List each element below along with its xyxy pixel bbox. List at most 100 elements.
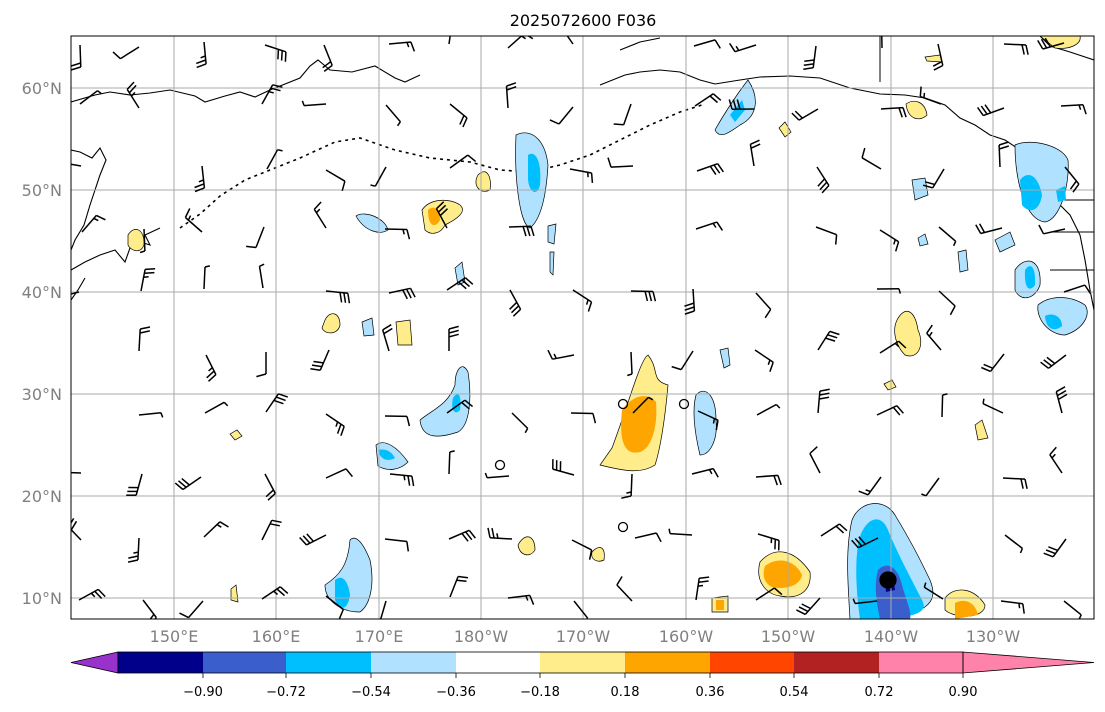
wind-barb-icon xyxy=(858,476,882,496)
wind-barb-icon xyxy=(926,324,942,351)
wind-barb-icon xyxy=(570,412,597,424)
wind-barb-icon xyxy=(1063,284,1092,294)
wind-barb-icon xyxy=(881,36,883,49)
wind-barb-icon xyxy=(301,100,327,107)
wind-barb-icon xyxy=(852,598,878,605)
colorbar-tick-label: −0.72 xyxy=(266,685,306,700)
wind-barb-icon xyxy=(126,473,143,496)
wind-barb-icon xyxy=(755,292,772,319)
wind-barb-icon xyxy=(139,228,146,254)
wind-barb-icon xyxy=(817,388,830,414)
calm-wind-markers xyxy=(494,398,897,589)
lat-label-30n: 30°N xyxy=(22,385,62,404)
wind-barb-icon xyxy=(691,467,719,478)
colorbar-tick-label: −0.90 xyxy=(183,685,223,700)
wind-barb-icon xyxy=(446,399,474,414)
wind-barb-icon xyxy=(876,288,902,294)
wind-barb-icon xyxy=(816,166,830,194)
wind-barb-icon xyxy=(547,349,575,360)
wind-barb-icon xyxy=(1004,534,1024,554)
wind-barb-icon xyxy=(511,412,529,434)
wind-barb-icon xyxy=(1000,600,1025,614)
wind-barb-icon xyxy=(140,267,156,292)
wind-barb-icon xyxy=(919,86,942,105)
lon-label-170e: 170°E xyxy=(355,627,404,646)
wind-barb-icon xyxy=(203,521,229,538)
lon-label-170w: 170°W xyxy=(556,627,611,646)
wind-barb-icon xyxy=(388,41,416,52)
wind-barb-icon xyxy=(634,532,662,543)
wind-barb-icon xyxy=(621,473,633,499)
wind-barb-icon xyxy=(1060,103,1087,115)
wind-barb-icon xyxy=(127,537,140,563)
wind-barb-icon xyxy=(389,473,415,487)
lat-label-10n: 10°N xyxy=(22,589,62,608)
wind-barb-icon xyxy=(922,168,945,189)
wind-barb-icon xyxy=(861,147,882,170)
wind-barb-icon xyxy=(325,413,345,437)
wind-barb-icon xyxy=(196,41,207,69)
wind-barb-icon xyxy=(757,533,780,551)
colorbar-tick-label: 0.72 xyxy=(865,685,894,700)
wind-barb-icon xyxy=(982,398,1004,414)
wind-barb-icon xyxy=(851,536,879,549)
colorbar-tick-label: 0.90 xyxy=(949,685,978,700)
wind-barb-icon xyxy=(381,324,393,352)
colorbar: −0.90 −0.72 −0.54 −0.36 −0.18 0.18 0.36 … xyxy=(70,651,1095,700)
colorbar-ticks xyxy=(202,673,964,678)
calm-wind-circle-icon xyxy=(617,521,629,533)
wind-barb-icon xyxy=(998,141,1010,168)
wind-barb-icon xyxy=(448,450,455,475)
lon-label-160e: 160°E xyxy=(252,627,301,646)
lon-label-130w: 130°W xyxy=(966,627,1021,646)
wind-barb-icon xyxy=(754,349,774,373)
colorbar-segment xyxy=(203,652,286,673)
positive-contour-mid xyxy=(428,207,978,619)
wind-barb-icon xyxy=(755,587,783,601)
colorbar-frame xyxy=(117,651,964,674)
wind-barb-icon xyxy=(505,82,517,109)
wind-barb-icon xyxy=(755,474,782,486)
wind-barb-icon xyxy=(449,154,477,169)
map-title: 2025072600 F036 xyxy=(510,11,657,30)
wind-barb-icon xyxy=(694,93,722,107)
longitude-labels: 150°E 160°E 170°E 180°W 170°W 160°W 150°… xyxy=(150,627,1021,646)
wind-barb-icon xyxy=(448,529,476,542)
wind-barb-icon xyxy=(261,586,289,600)
wind-barb-icon xyxy=(71,471,82,474)
lon-label-180w: 180°W xyxy=(454,627,509,646)
wind-barb-icon xyxy=(449,103,468,128)
colorbar-segment xyxy=(456,652,540,673)
lon-label-150w: 150°W xyxy=(761,627,816,646)
colorbar-tick-label: 0.18 xyxy=(611,685,640,700)
colorbar-tick-label: −0.36 xyxy=(436,685,476,700)
wind-barb-icon xyxy=(938,290,956,316)
wind-barb-icon xyxy=(616,576,633,602)
wind-barb-icon xyxy=(203,265,211,290)
lon-label-150e: 150°E xyxy=(150,627,199,646)
wind-barb-icon xyxy=(1040,354,1067,369)
wind-barb-icon xyxy=(695,221,724,231)
wind-barb-icon xyxy=(938,226,957,247)
wind-barb-icon xyxy=(921,477,940,497)
wind-barb-icon xyxy=(264,473,276,501)
wind-barb-icon xyxy=(571,539,593,560)
wind-barb-icon xyxy=(607,157,634,168)
wind-barb-icon xyxy=(184,208,203,233)
wind-barb-icon xyxy=(613,103,632,126)
wind-barb-icon xyxy=(756,403,781,416)
wind-barb-icon xyxy=(71,44,82,71)
wind-barb-icon xyxy=(552,459,575,476)
wind-barb-icon xyxy=(79,90,102,105)
wind-barb-icon xyxy=(448,325,459,351)
wind-barb-icon xyxy=(573,600,589,619)
wind-barb-icon xyxy=(671,350,694,371)
wind-barb-icon xyxy=(630,290,657,302)
wind-barb-icon xyxy=(572,289,593,312)
plot-area xyxy=(70,35,1095,620)
wind-barb-icon xyxy=(487,527,513,540)
colorbar-segment xyxy=(710,652,794,673)
wind-barb-icon xyxy=(941,393,948,418)
wind-barb-icon xyxy=(981,353,1005,373)
wind-barb-icon xyxy=(112,46,140,60)
